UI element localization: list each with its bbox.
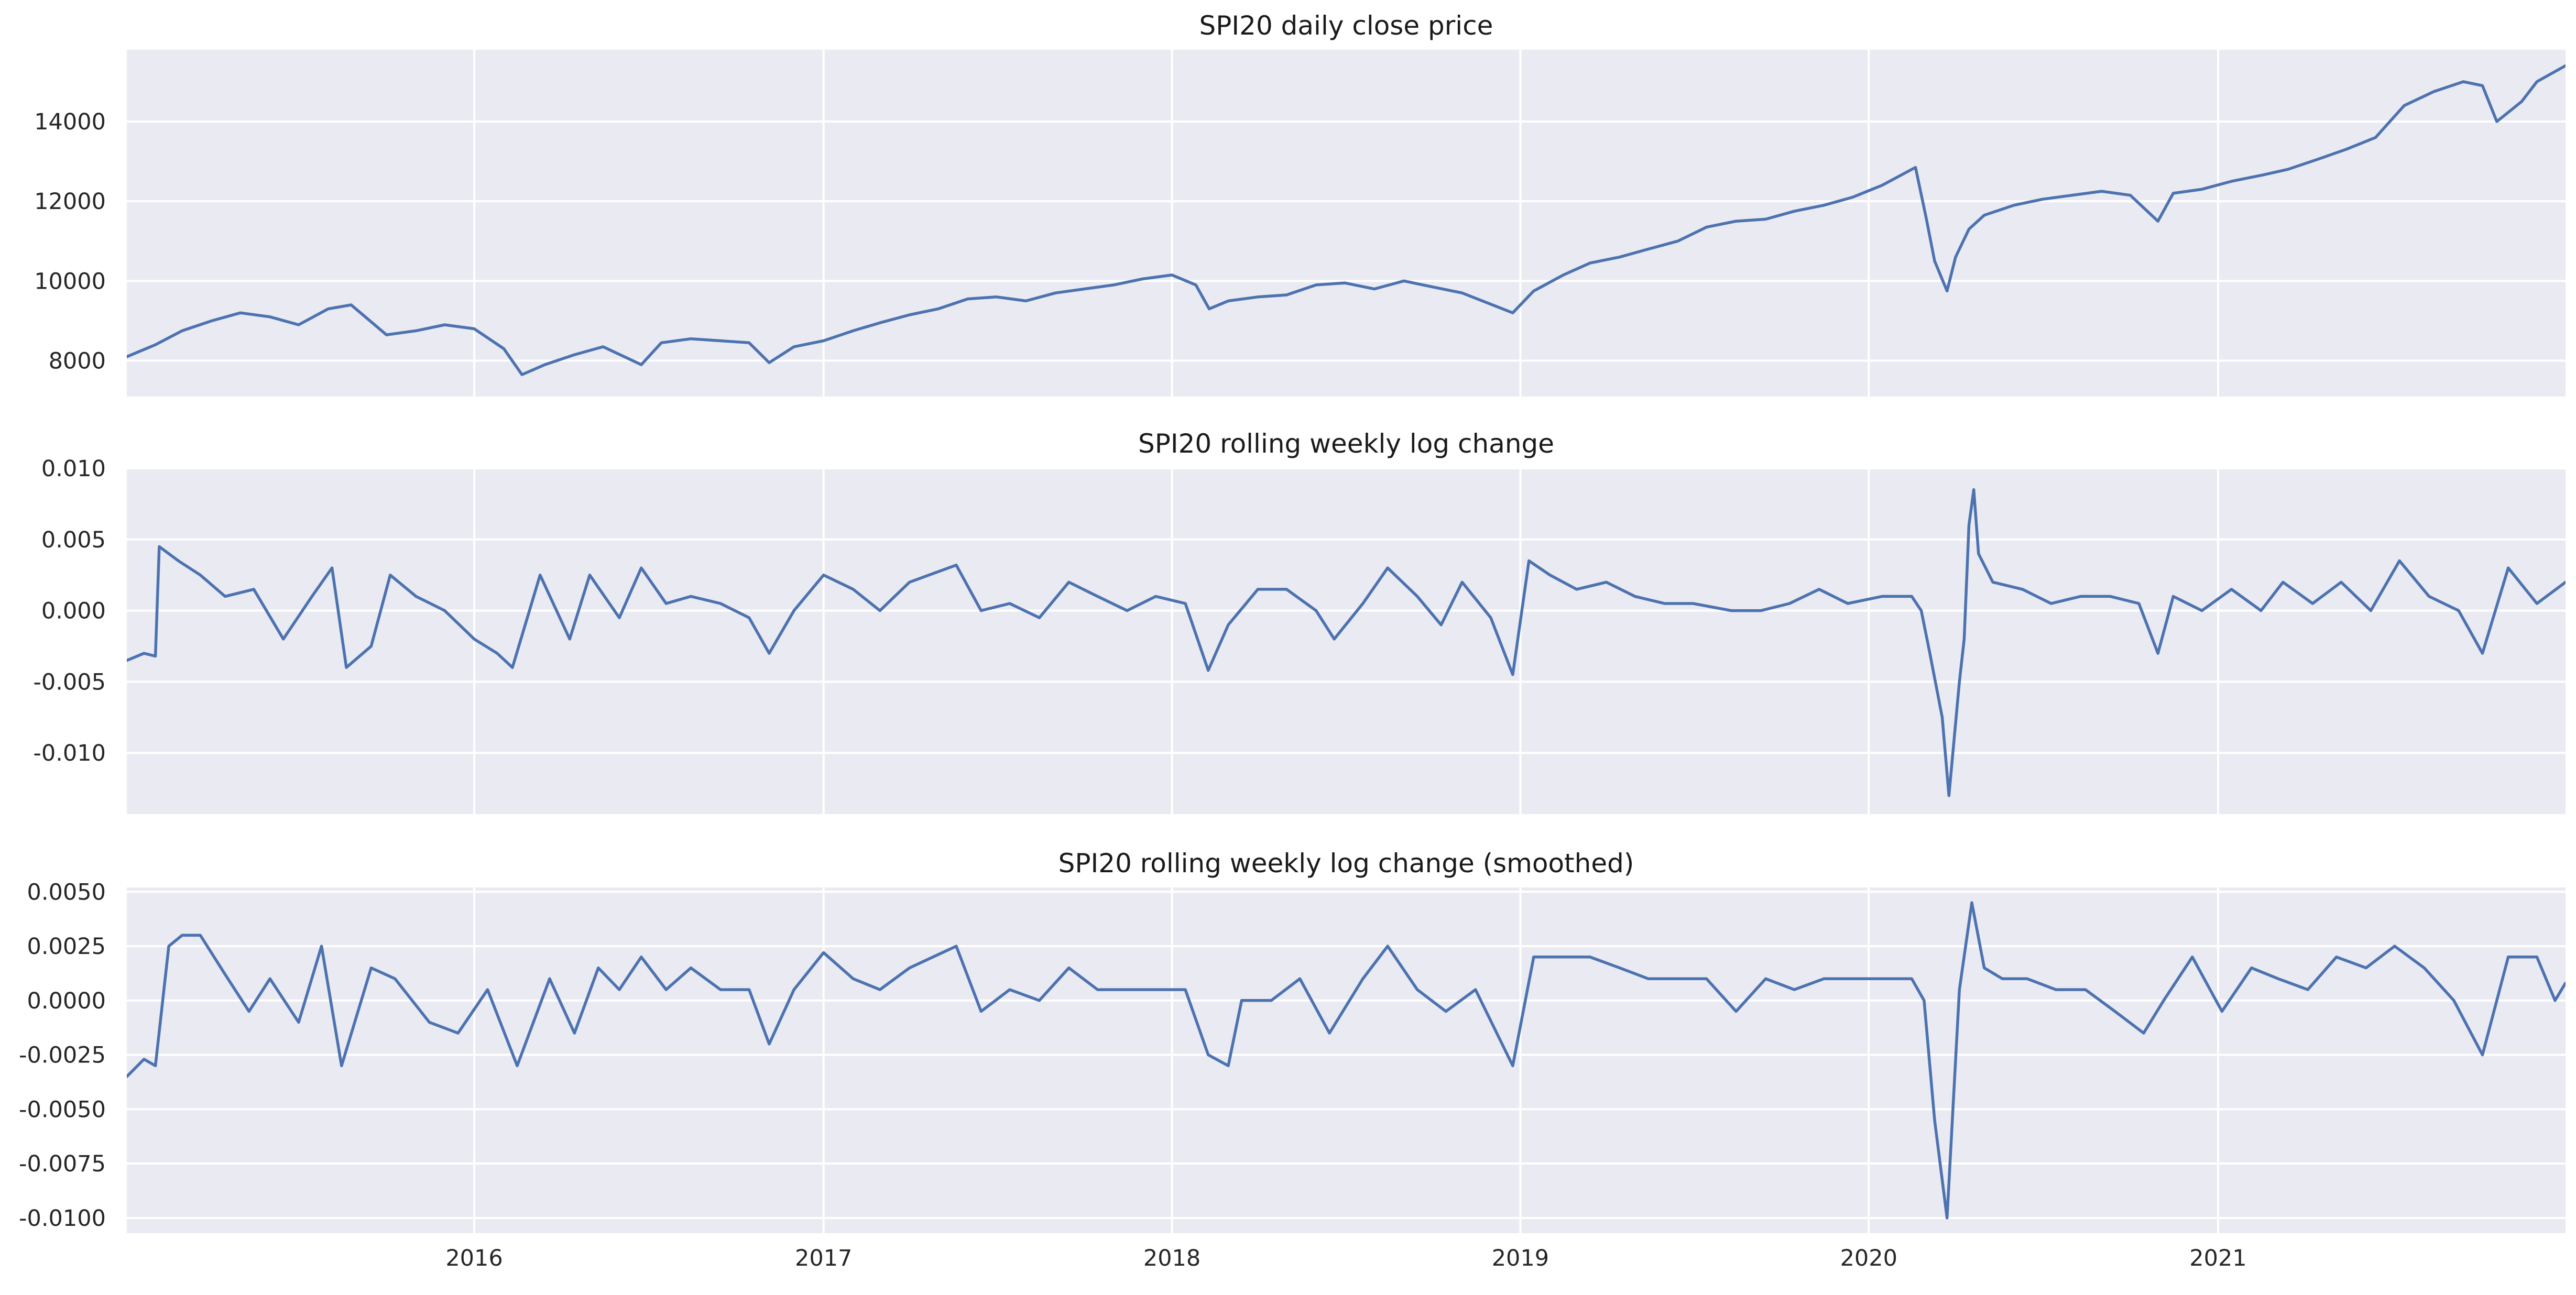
smoothed-grid <box>127 887 2566 1233</box>
smoothed-y-ticks: 0.0050 0.0025 0.0000 -0.0025 -0.0050 -0.0075 -… <box>19 879 106 1232</box>
smoothed-x-tick-label: 2018 <box>1143 1245 1200 1271</box>
smoothed-plot-area <box>127 887 2566 1233</box>
price-y-tick-label: 14000 <box>34 109 106 135</box>
smoothed-y-tick-label: -0.0075 <box>19 1151 106 1177</box>
log-change-y-tick-label: -0.010 <box>33 740 106 766</box>
price-y-tick-label: 10000 <box>34 268 106 294</box>
log-change-series-line <box>127 488 2566 797</box>
log-change-series <box>127 488 2566 797</box>
price-panel: 8000 10000 12000 14000 SPI20 daily close pr… <box>34 10 2566 397</box>
log-change-y-tick-label: 0.000 <box>41 598 106 624</box>
price-chart-title: SPI20 daily close price <box>1199 10 1493 41</box>
smoothed-y-tick-label: 0.0050 <box>27 879 106 905</box>
smoothed-x-tick-label: 2016 <box>445 1245 503 1271</box>
log-change-y-ticks: 0.010 0.005 0.000 -0.005 -0.010 <box>33 456 106 766</box>
smoothed-series-line <box>127 901 2566 1220</box>
smoothed-series <box>127 901 2566 1220</box>
smoothed-x-tick-label: 2020 <box>1840 1245 1897 1271</box>
log-change-grid <box>127 467 2566 814</box>
log-change-y-tick-label: -0.005 <box>33 669 106 695</box>
price-y-tick-label: 8000 <box>49 348 106 375</box>
smoothed-chart-title: SPI20 rolling weekly log change (smoothe… <box>1058 848 1634 879</box>
smoothed-y-tick-label: 0.0025 <box>27 934 106 960</box>
price-series-line <box>127 64 2566 376</box>
price-y-ticks: 8000 10000 12000 14000 <box>34 109 106 375</box>
smoothed-y-tick-label: -0.0100 <box>19 1205 106 1232</box>
smoothed-x-ticks: 2016 2017 2018 2019 2020 2021 <box>445 1245 2246 1271</box>
log-change-chart-title: SPI20 rolling weekly log change <box>1138 429 1554 459</box>
smoothed-x-tick-label: 2017 <box>795 1245 852 1271</box>
price-series <box>127 64 2566 376</box>
log-change-y-tick-label: 0.005 <box>41 527 106 553</box>
price-y-tick-label: 12000 <box>34 189 106 215</box>
smoothed-x-tick-label: 2021 <box>2189 1245 2246 1271</box>
smoothed-panel: 2016 2017 2018 2019 2020 2021 0.00500.00250.0… <box>19 848 2566 1271</box>
log-change-y-tick-label: 0.010 <box>41 456 106 482</box>
price-plot-area <box>127 50 2566 397</box>
price-grid <box>127 50 2566 397</box>
smoothed-x-tick-label: 2019 <box>1492 1245 1549 1271</box>
smoothed-y-tick-label: -0.0025 <box>19 1042 106 1069</box>
smoothed-y-tick-label: 0.0000 <box>27 988 106 1014</box>
smoothed-y-tick-label: -0.0050 <box>19 1096 106 1123</box>
log-change-plot-area <box>127 468 2566 814</box>
log-change-panel: 0.010 0.005 0.000 -0.005 -0.010 SPI20 rollin… <box>33 429 2566 814</box>
